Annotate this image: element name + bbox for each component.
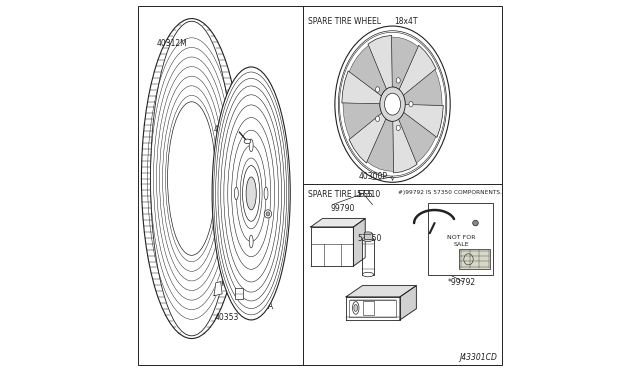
Ellipse shape xyxy=(141,19,242,339)
Polygon shape xyxy=(368,35,392,90)
Polygon shape xyxy=(346,286,417,297)
Ellipse shape xyxy=(376,87,380,92)
Ellipse shape xyxy=(212,67,291,320)
Polygon shape xyxy=(343,103,381,139)
Bar xyxy=(362,239,374,275)
Bar xyxy=(235,288,243,299)
Ellipse shape xyxy=(264,210,271,218)
Text: 40312M: 40312M xyxy=(156,39,187,48)
Ellipse shape xyxy=(354,304,358,311)
Text: 57310: 57310 xyxy=(356,190,381,199)
Text: *99792: *99792 xyxy=(447,278,476,286)
Ellipse shape xyxy=(362,272,374,277)
Ellipse shape xyxy=(364,232,372,235)
Ellipse shape xyxy=(473,220,478,226)
Text: 99790: 99790 xyxy=(331,204,355,213)
Ellipse shape xyxy=(362,237,374,241)
Polygon shape xyxy=(349,45,387,96)
Text: SALE: SALE xyxy=(454,242,470,247)
Ellipse shape xyxy=(249,235,253,248)
Ellipse shape xyxy=(380,87,405,121)
Polygon shape xyxy=(349,112,387,163)
Ellipse shape xyxy=(396,78,400,83)
Text: 18x4T: 18x4T xyxy=(394,17,418,26)
Ellipse shape xyxy=(339,31,447,177)
Polygon shape xyxy=(214,282,222,296)
Polygon shape xyxy=(399,45,436,96)
Text: 40300P: 40300P xyxy=(214,125,243,134)
Bar xyxy=(364,233,372,239)
Text: SPARE TIRE WHEEL: SPARE TIRE WHEEL xyxy=(308,17,381,26)
Polygon shape xyxy=(367,119,394,171)
Bar xyxy=(349,299,396,317)
Polygon shape xyxy=(342,71,383,104)
Ellipse shape xyxy=(249,139,253,152)
Polygon shape xyxy=(393,118,417,173)
Text: 4031L: 4031L xyxy=(234,106,257,115)
Bar xyxy=(428,203,493,275)
Text: 40353: 40353 xyxy=(215,313,239,322)
Text: 40224: 40224 xyxy=(266,222,290,231)
Ellipse shape xyxy=(243,166,260,221)
Ellipse shape xyxy=(396,125,400,131)
Ellipse shape xyxy=(244,139,251,144)
Ellipse shape xyxy=(234,187,238,200)
Polygon shape xyxy=(310,227,353,266)
Bar xyxy=(364,301,374,315)
Ellipse shape xyxy=(376,116,380,122)
Polygon shape xyxy=(353,219,365,266)
Polygon shape xyxy=(310,219,365,227)
Ellipse shape xyxy=(168,102,216,255)
Ellipse shape xyxy=(264,187,268,200)
Ellipse shape xyxy=(266,212,270,216)
Text: 40300P: 40300P xyxy=(358,172,388,181)
Text: SPARE TIRE LESS: SPARE TIRE LESS xyxy=(308,190,372,199)
Polygon shape xyxy=(392,37,418,89)
Ellipse shape xyxy=(385,93,401,115)
Polygon shape xyxy=(346,297,400,320)
Text: NOT FOR: NOT FOR xyxy=(447,235,476,240)
Text: #)99792 IS 57350 COMPORNENTS.: #)99792 IS 57350 COMPORNENTS. xyxy=(398,190,502,195)
Ellipse shape xyxy=(246,177,256,210)
Text: J43301CD: J43301CD xyxy=(459,353,497,362)
Ellipse shape xyxy=(409,102,413,107)
Polygon shape xyxy=(403,105,444,138)
Polygon shape xyxy=(400,286,417,320)
Text: 57350: 57350 xyxy=(357,234,381,243)
Ellipse shape xyxy=(353,302,359,314)
Ellipse shape xyxy=(150,21,233,336)
Ellipse shape xyxy=(335,26,450,182)
Bar xyxy=(459,249,490,269)
Text: 40300A: 40300A xyxy=(239,296,269,305)
Polygon shape xyxy=(399,112,436,163)
Text: 40300AA: 40300AA xyxy=(239,302,274,311)
Polygon shape xyxy=(403,70,442,105)
